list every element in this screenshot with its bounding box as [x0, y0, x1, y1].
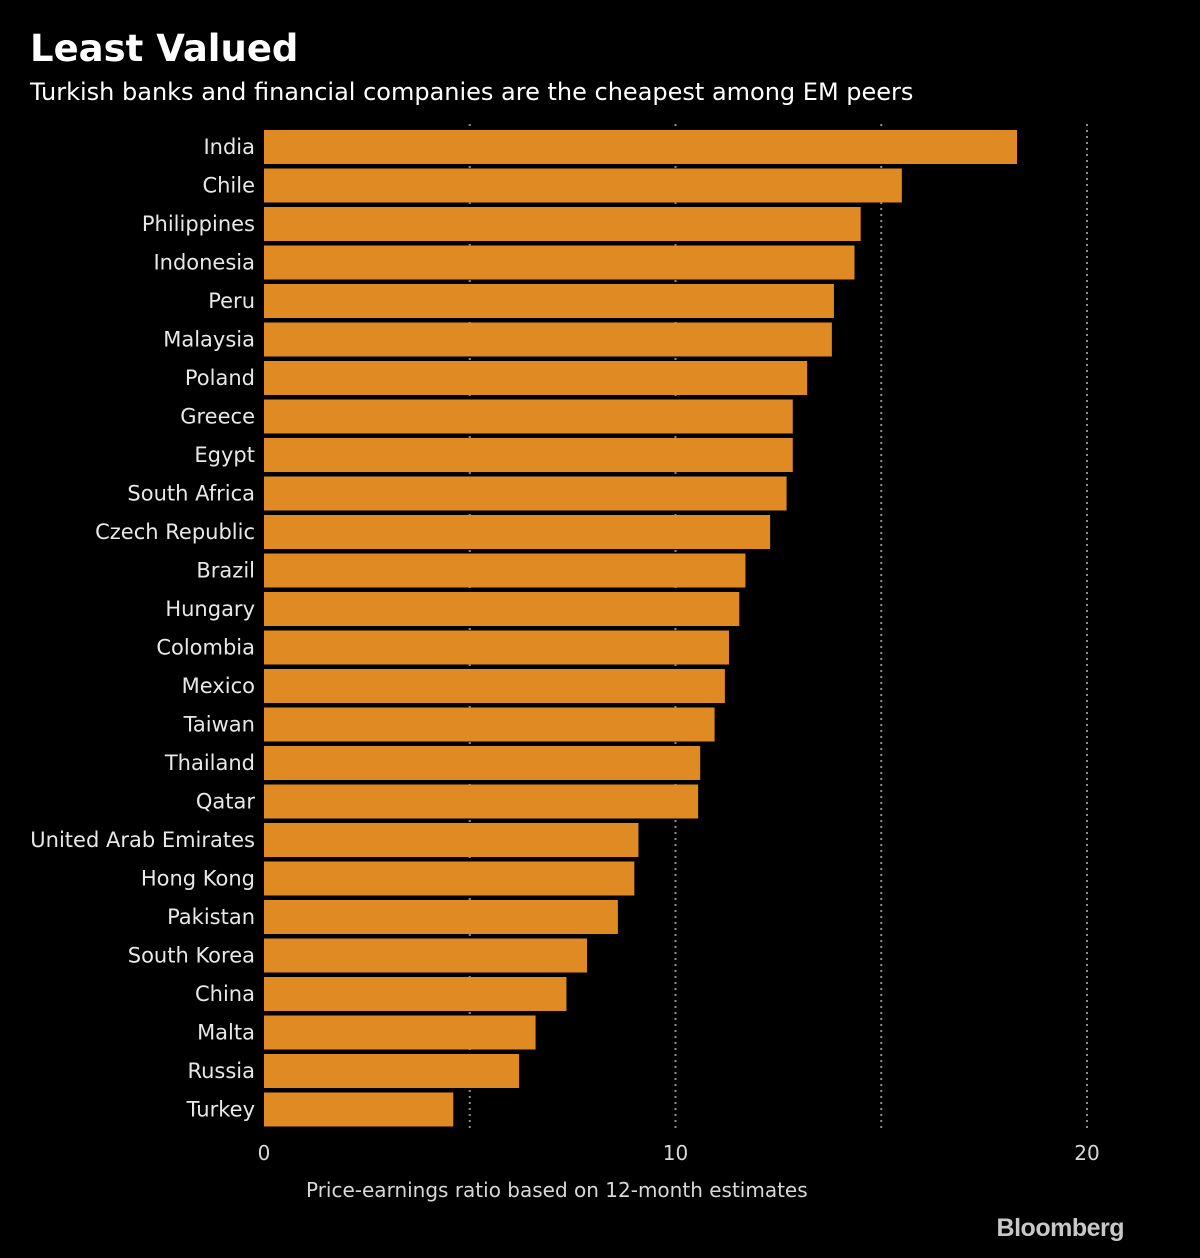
category-label-brazil: Brazil [196, 559, 255, 583]
bar-greece [264, 399, 793, 434]
category-label-turkey: Turkey [186, 1098, 255, 1122]
bar-chile [264, 168, 902, 203]
category-label-russia: Russia [187, 1059, 255, 1083]
category-label-india: India [203, 135, 255, 159]
chart-title: Least Valued [30, 27, 299, 70]
bar-united-arab-emirates [264, 823, 639, 857]
category-label-south-korea: South Korea [128, 944, 255, 968]
bars [264, 130, 1018, 1127]
bar-thailand [264, 746, 701, 780]
category-label-pakistan: Pakistan [167, 905, 255, 929]
x-tick-label-0: 0 [258, 1141, 271, 1165]
bar-czech-republic [264, 515, 771, 549]
category-label-philippines: Philippines [142, 212, 255, 236]
category-label-malaysia: Malaysia [163, 328, 255, 352]
bar-russia [264, 1054, 520, 1088]
category-label-south-africa: South Africa [127, 482, 255, 506]
category-label-greece: Greece [180, 405, 255, 429]
x-tick-label-20: 20 [1074, 1141, 1099, 1165]
category-label-qatar: Qatar [196, 790, 256, 814]
bar-taiwan [264, 707, 715, 742]
bar-poland [264, 361, 808, 395]
category-label-egypt: Egypt [194, 443, 255, 467]
bar-turkey [264, 1092, 454, 1127]
x-tick-labels: 0 10 20 [258, 1141, 1100, 1165]
chart-subtitle: Turkish banks and financial companies ar… [30, 78, 914, 106]
category-label-hungary: Hungary [165, 597, 255, 621]
bar-malaysia [264, 322, 832, 357]
category-label-taiwan: Taiwan [183, 713, 255, 737]
bar-hong-kong [264, 861, 635, 896]
bar-egypt [264, 438, 793, 472]
bar-qatar [264, 784, 699, 819]
category-label-poland: Poland [185, 366, 255, 390]
bar-china [264, 977, 567, 1011]
x-axis-label: Price-earnings ratio based on 12-month e… [306, 1178, 808, 1202]
category-label-colombia: Colombia [156, 636, 255, 660]
category-label-peru: Peru [208, 289, 255, 313]
bar-hungary [264, 592, 740, 626]
x-tick-label-10: 10 [663, 1141, 688, 1165]
bar-india [264, 130, 1018, 164]
bar-malta [264, 1015, 536, 1050]
category-label-mexico: Mexico [182, 674, 255, 698]
bar-mexico [264, 669, 725, 703]
bar-south-korea [264, 938, 588, 973]
bar-philippines [264, 207, 861, 241]
bar-brazil [264, 553, 746, 588]
category-label-czech-republic: Czech Republic [95, 520, 255, 544]
category-label-united-arab-emirates: United Arab Emirates [30, 828, 255, 852]
category-label-hong-kong: Hong Kong [141, 867, 255, 891]
bar-south-africa [264, 476, 787, 511]
category-label-china: China [195, 982, 255, 1006]
category-label-indonesia: Indonesia [153, 251, 255, 275]
bar-indonesia [264, 245, 855, 280]
category-label-malta: Malta [197, 1021, 255, 1045]
bar-peru [264, 284, 834, 318]
category-labels: India Chile Philippines Indonesia Peru Malays… [30, 135, 255, 1122]
category-label-thailand: Thailand [164, 751, 255, 775]
bar-pakistan [264, 900, 618, 934]
bar-colombia [264, 630, 729, 665]
category-label-chile: Chile [202, 174, 255, 198]
bloomberg-logo: Bloomberg [996, 1214, 1125, 1242]
